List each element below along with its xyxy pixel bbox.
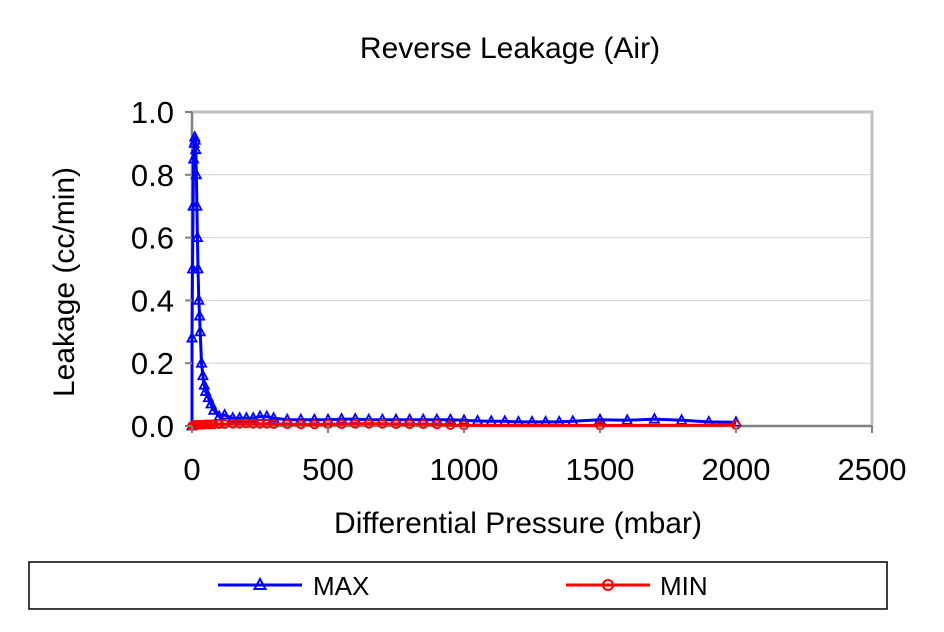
series-max-point [188, 130, 201, 142]
y-axis-ticks: 0.0 0.2 0.4 0.6 0.8 1.0 [131, 95, 192, 444]
legend-max-label: MAX [313, 571, 369, 601]
y-tick-label: 0.6 [131, 221, 174, 256]
series-min-point [391, 419, 401, 430]
legend-box [28, 561, 888, 610]
series-max-point [194, 324, 207, 337]
series-max-point [202, 390, 215, 403]
series-max-point [267, 411, 280, 423]
series-max-point [205, 397, 218, 409]
series-max-point [195, 356, 208, 368]
series-min-point [227, 418, 238, 429]
y-tick-label: 0.2 [131, 346, 174, 381]
series-max-point [594, 412, 606, 425]
x-tick-label: 2000 [702, 452, 771, 487]
series-min-point [282, 419, 293, 430]
series-max [186, 130, 742, 431]
series-max-point [187, 152, 200, 164]
series-min-point [261, 418, 272, 429]
legend: MAX MIN [28, 561, 888, 610]
series-max-point [196, 368, 209, 381]
series-max-point [648, 412, 661, 424]
series-max-point [189, 133, 202, 145]
legend-min-marker [602, 579, 614, 591]
series-min-point [295, 419, 306, 430]
series-max-point [247, 411, 260, 423]
series-max-point [199, 384, 212, 396]
series-max-point [233, 411, 246, 423]
x-tick-label: 2500 [838, 452, 907, 487]
series-max-point [192, 293, 205, 305]
series-max-point [240, 411, 253, 423]
legend-item-min: MIN [566, 571, 708, 601]
series-max-point [191, 230, 204, 242]
series-min-point [208, 419, 219, 430]
series-min-point [336, 419, 347, 430]
series-min-point [241, 418, 252, 429]
series-max-point [226, 411, 239, 423]
series-min-point [255, 418, 265, 429]
series-min [187, 418, 741, 431]
chart-title: Reverse Leakage (Air) [360, 32, 660, 65]
y-tick-label: 0.4 [131, 283, 174, 318]
series-max-point [186, 331, 198, 343]
legend-item-max: MAX [218, 571, 369, 601]
series-min-point [234, 418, 245, 429]
series-min-point [363, 418, 374, 429]
series-max-point [458, 413, 470, 425]
legend-min-label: MIN [660, 571, 708, 601]
plot-frame [190, 110, 874, 428]
series-layer [186, 130, 742, 431]
series-min-point [418, 419, 429, 430]
series-max-point [207, 403, 220, 415]
series-min-point [404, 419, 415, 430]
x-axis-title: Differential Pressure (mbar) [334, 507, 702, 540]
x-tick-label: 1000 [430, 452, 499, 487]
series-max-point [218, 408, 231, 420]
x-tick-label: 0 [183, 452, 200, 487]
y-tick-label: 0.0 [131, 409, 174, 444]
series-min-point [377, 418, 388, 429]
y-tick-label: 1.0 [131, 95, 174, 130]
y-tick-label: 0.8 [131, 158, 174, 193]
series-min-point [309, 419, 320, 430]
series-max-point [189, 142, 202, 155]
series-min-point [431, 419, 442, 430]
series-min-point [350, 418, 361, 429]
series-max-point [190, 199, 203, 211]
x-tick-label: 1500 [566, 452, 635, 487]
grid-lines [192, 174, 872, 364]
x-tick-label: 500 [302, 452, 354, 487]
series-min-point [445, 420, 456, 430]
legend-max-marker [252, 576, 268, 590]
x-axis-ticks: 0 500 1000 1500 2000 2500 [183, 426, 906, 487]
plot-area [186, 110, 874, 431]
series-max-point [335, 412, 348, 424]
series-max-point [193, 309, 206, 321]
series-min-point [268, 419, 279, 430]
series-max-point [444, 412, 457, 425]
series-min-point [214, 419, 225, 430]
series-max-point [191, 262, 204, 274]
y-axis-title: Leakage (cc/min) [48, 167, 81, 397]
series-min-point [248, 418, 259, 429]
series-max-point [190, 167, 203, 180]
